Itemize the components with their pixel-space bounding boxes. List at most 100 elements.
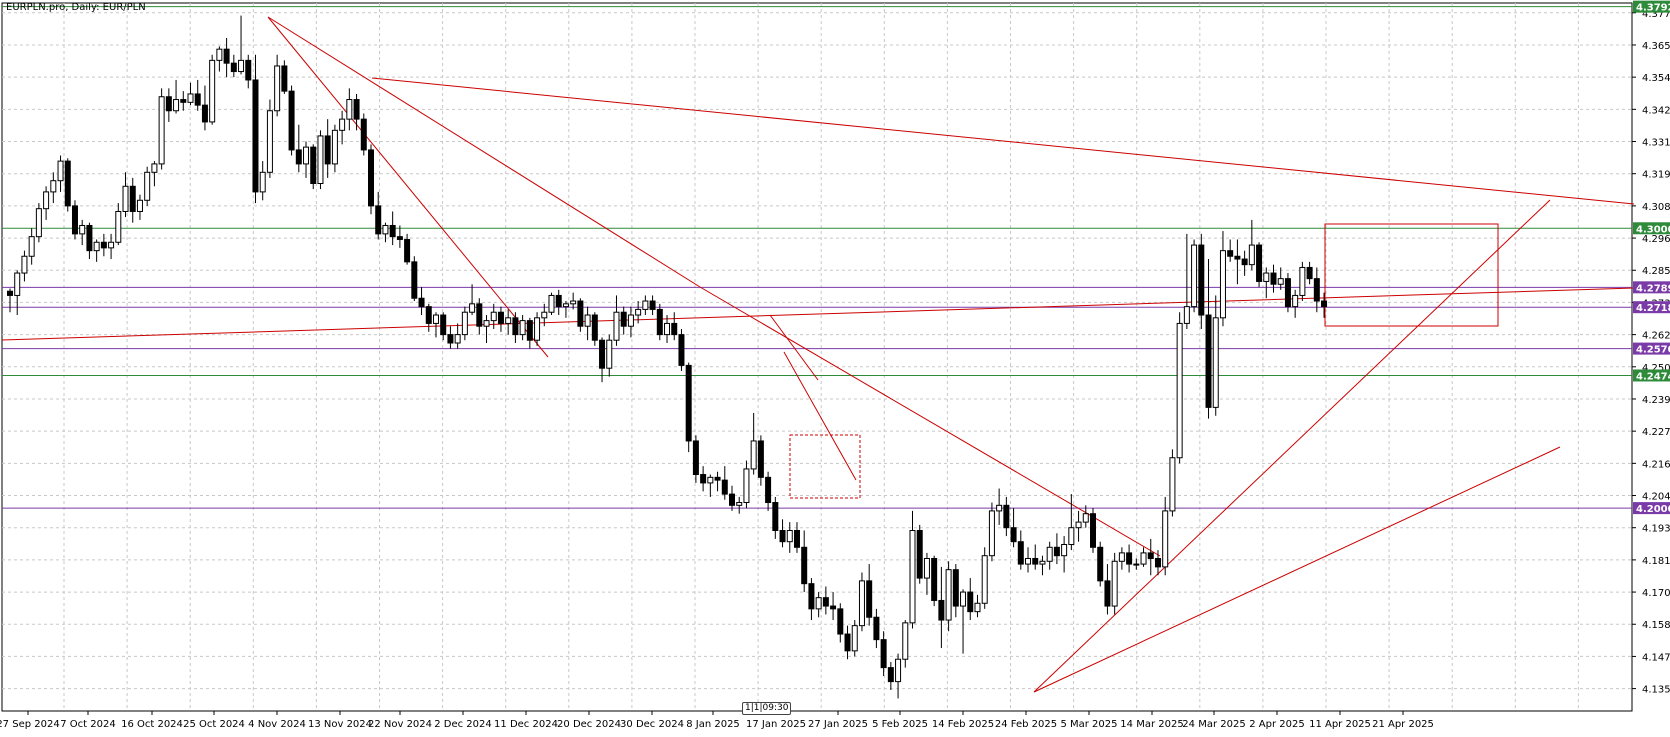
x-tick-label: 8 Jan 2025 xyxy=(686,719,740,730)
price-tag xyxy=(1633,301,1670,314)
y-tick-label: 4.1815 xyxy=(1642,556,1670,567)
candle-body xyxy=(108,241,115,249)
candle-body xyxy=(1169,457,1176,512)
candle-body xyxy=(79,224,86,235)
y-tick-label: 4.2505 xyxy=(1642,363,1670,374)
candles xyxy=(7,15,1328,699)
candle-body xyxy=(656,308,663,336)
candle-body xyxy=(873,616,880,641)
candle-body xyxy=(880,639,887,669)
y-tick-label: 4.3655 xyxy=(1642,41,1670,52)
candle-body xyxy=(1299,266,1306,296)
candle-body xyxy=(996,504,1003,512)
candle-body xyxy=(353,99,360,120)
trendlines xyxy=(1,16,1635,693)
candle-body xyxy=(1068,527,1075,545)
x-tick-label: 17 Jan 2025 xyxy=(746,719,806,730)
candle-body xyxy=(310,146,317,184)
candle-body xyxy=(591,314,598,341)
candle-body xyxy=(1284,278,1291,308)
candle-body xyxy=(1039,560,1046,565)
grid xyxy=(1,2,1633,712)
candle-body xyxy=(1292,294,1299,308)
y-tick-label: 4.1355 xyxy=(1642,685,1670,696)
candle-body xyxy=(216,48,223,61)
horizontal-levels xyxy=(2,6,1632,509)
candle-body xyxy=(165,96,172,112)
candle-body xyxy=(136,199,143,212)
candle-body xyxy=(274,65,281,112)
candle-body xyxy=(339,118,346,131)
candle-body xyxy=(1111,560,1118,607)
candle-body xyxy=(895,658,902,683)
candle-body xyxy=(1306,266,1313,280)
candle-body xyxy=(548,294,555,313)
candle-body xyxy=(627,314,634,327)
candle-body xyxy=(382,224,389,235)
candle-body xyxy=(122,185,129,212)
candle-body xyxy=(526,320,533,341)
candle-body xyxy=(786,530,793,543)
trendline xyxy=(1033,446,1561,693)
y-tick-label: 4.2160 xyxy=(1642,459,1670,470)
x-tick-label: 14 Mar 2025 xyxy=(1120,719,1183,730)
candle-body xyxy=(671,322,678,336)
candle-body xyxy=(952,569,959,607)
candle-body xyxy=(259,171,266,193)
price-tag xyxy=(1633,222,1670,235)
candle-body xyxy=(1118,552,1125,562)
candle-body xyxy=(909,530,916,624)
candle-body xyxy=(988,510,995,557)
candle-body xyxy=(1147,552,1154,559)
candle-body xyxy=(1053,546,1060,557)
candle-body xyxy=(562,303,569,308)
candle-body xyxy=(729,493,735,506)
candle-body xyxy=(1198,244,1205,316)
candle-body xyxy=(209,59,216,123)
y-tick-label: 4.2045 xyxy=(1642,492,1670,503)
candle-body xyxy=(635,308,642,316)
candle-body xyxy=(223,48,230,64)
candle-body xyxy=(1075,521,1082,529)
candle-body xyxy=(1082,513,1089,523)
price-tag xyxy=(1633,342,1670,355)
candle-body xyxy=(86,224,93,252)
candle-body xyxy=(201,104,208,123)
candle-body xyxy=(866,580,873,618)
candle-body xyxy=(1061,543,1068,557)
candle-body xyxy=(779,530,786,543)
candle-body xyxy=(1183,306,1190,324)
candle-body xyxy=(1227,250,1234,257)
candle-body xyxy=(411,261,418,299)
candle-body xyxy=(1126,552,1133,565)
candle-body xyxy=(700,474,707,484)
candle-body xyxy=(425,306,432,324)
candle-body xyxy=(512,317,519,336)
candle-body xyxy=(238,59,245,73)
candle-body xyxy=(505,317,512,324)
candle-body xyxy=(736,502,743,506)
candle-body xyxy=(1256,244,1263,282)
candle-body xyxy=(7,290,13,296)
candle-body xyxy=(1010,527,1017,543)
x-tick-label: 22 Nov 2024 xyxy=(368,719,432,730)
y-tick-label: 4.1930 xyxy=(1642,524,1670,535)
candle-body xyxy=(1176,322,1183,459)
trendline xyxy=(699,286,1161,557)
candle-body xyxy=(1248,244,1255,266)
candle-body xyxy=(281,65,288,92)
candle-body xyxy=(1212,317,1219,408)
price-tag-label: 4.3000 xyxy=(1636,224,1670,235)
price-tag-label: 4.3792 xyxy=(1636,3,1670,14)
price-tag-label: 4.2789 xyxy=(1636,283,1670,294)
candle-body xyxy=(93,241,100,252)
candle-body xyxy=(1219,250,1226,319)
candle-body xyxy=(967,591,974,613)
y-tick-label: 4.3310 xyxy=(1642,138,1670,149)
x-tick-label: 21 Apr 2025 xyxy=(1372,719,1434,730)
candle-body xyxy=(620,311,627,327)
candle-body xyxy=(765,476,772,504)
